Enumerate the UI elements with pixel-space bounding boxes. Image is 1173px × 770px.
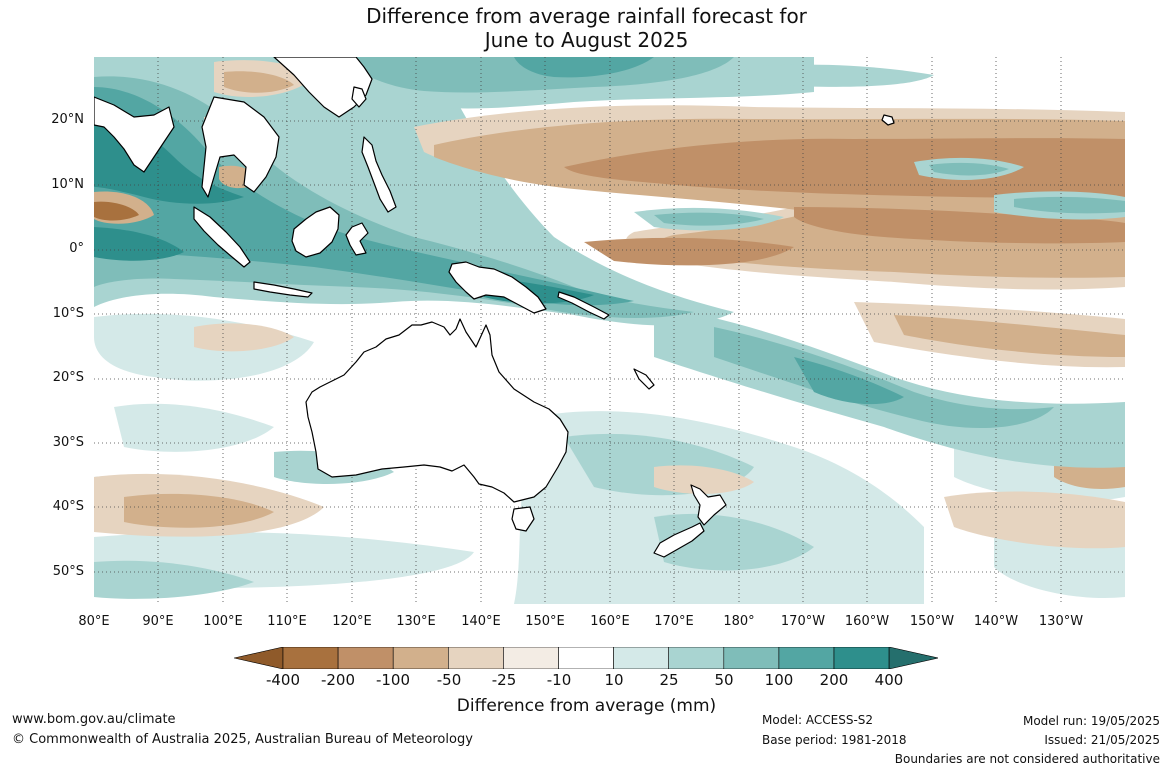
- lon-label-130w: 130°W: [1038, 614, 1084, 629]
- south-pacific-teal-band: [654, 307, 1125, 468]
- new-caledonia: [633, 368, 655, 390]
- lat-label-20n: 20°N: [51, 112, 84, 127]
- title-line-2: June to August 2025: [484, 28, 689, 52]
- colorbar-tick: -25: [491, 671, 517, 689]
- new-zealand-south: [653, 522, 705, 558]
- east-pacific-brown-band: [854, 302, 1125, 368]
- colorbar-tick: -10: [546, 671, 572, 689]
- hawaii: [881, 114, 895, 126]
- colorbar-segment: [778, 647, 835, 669]
- colorbar-segment: [503, 647, 559, 669]
- colorbar-extend-high: [888, 647, 938, 669]
- rainfall-map[interactable]: [94, 57, 1125, 604]
- colorbar-tick: -50: [436, 671, 462, 689]
- lat-label-10s: 10°S: [52, 306, 84, 321]
- colorbar-tick: -100: [375, 671, 411, 689]
- sulawesi: [345, 222, 369, 256]
- australia-landmass: [305, 318, 569, 503]
- new-guinea: [448, 261, 547, 314]
- colorbar: [234, 647, 938, 669]
- lon-label-170w: 170°W: [780, 614, 826, 629]
- lon-label-80e: 80°E: [78, 614, 110, 629]
- sumatra: [193, 206, 251, 268]
- borneo: [291, 206, 340, 258]
- rainfall-map-svg: [94, 57, 1125, 604]
- lon-label-140w: 140°W: [973, 614, 1019, 629]
- title-line-1: Difference from average rainfall forecas…: [366, 4, 807, 28]
- colorbar-tick: 50: [714, 671, 734, 689]
- nw-pacific-teal: [264, 57, 934, 109]
- lon-label-130e: 130°E: [396, 614, 436, 629]
- lon-label-180: 180°: [723, 614, 755, 629]
- lat-label-50s: 50°S: [52, 564, 84, 579]
- colorbar-segment: [448, 647, 504, 669]
- lon-label-100e: 100°E: [203, 614, 243, 629]
- colorbar-segment: [723, 647, 780, 669]
- colorbar-segment: [392, 647, 449, 669]
- lon-label-140e: 140°E: [461, 614, 501, 629]
- lat-label-0: 0°: [69, 241, 84, 256]
- map-title: Difference from average rainfall forecas…: [0, 4, 1173, 52]
- colorbar-tick: -400: [265, 671, 301, 689]
- philippines: [361, 136, 397, 213]
- lat-label-40s: 40°S: [52, 499, 84, 514]
- base-period-text: Base period: 1981-2018: [762, 733, 907, 747]
- colorbar-tick: 200: [819, 671, 849, 689]
- lat-label-30s: 30°S: [52, 435, 84, 450]
- disclaimer-text: Boundaries are not considered authoritat…: [894, 752, 1160, 766]
- colorbar-segments: [234, 647, 938, 669]
- java: [253, 281, 313, 298]
- colorbar-tick: 25: [659, 671, 679, 689]
- indochina: [201, 96, 280, 198]
- colorbar-segment: [613, 647, 670, 669]
- colorbar-extend-low: [234, 647, 284, 669]
- model-text: Model: ACCESS-S2: [762, 713, 874, 727]
- colorbar-segment: [337, 647, 394, 669]
- lon-label-160e: 160°E: [590, 614, 630, 629]
- lon-label-150w: 150°W: [909, 614, 955, 629]
- colorbar-title: Difference from average (mm): [456, 696, 717, 716]
- colorbar-segment: [833, 647, 890, 669]
- new-zealand-north: [690, 484, 727, 526]
- colorbar-tick: 400: [874, 671, 904, 689]
- lon-label-170e: 170°E: [654, 614, 694, 629]
- colorbar-segment: [282, 647, 339, 669]
- coastlines: [94, 57, 895, 558]
- tasmania: [511, 506, 535, 532]
- colorbar-tick: 100: [764, 671, 794, 689]
- lon-label-90e: 90°E: [142, 614, 174, 629]
- copyright-text: © Commonwealth of Australia 2025, Austra…: [12, 732, 473, 747]
- lat-label-10n: 10°N: [51, 177, 84, 192]
- lat-label-20s: 20°S: [52, 370, 84, 385]
- colorbar-tick: -200: [320, 671, 356, 689]
- china-coast: [273, 57, 373, 118]
- issued-text: Issued: 21/05/2025: [1044, 733, 1160, 747]
- colorbar-segment: [668, 647, 725, 669]
- lon-label-110e: 110°E: [267, 614, 307, 629]
- model-run-text: Model run: 19/05/2025: [1022, 714, 1160, 728]
- central-pacific-teal-pockets: [634, 157, 1125, 231]
- lon-label-160w: 160°W: [844, 614, 890, 629]
- colorbar-segment: [558, 647, 614, 669]
- lon-label-150e: 150°E: [525, 614, 565, 629]
- india-peninsula: [94, 96, 175, 173]
- solomon-islands: [557, 291, 610, 320]
- taiwan: [351, 86, 367, 108]
- colorbar-tick: 10: [604, 671, 624, 689]
- website-link[interactable]: www.bom.gov.au/climate: [12, 712, 176, 727]
- lon-label-120e: 120°E: [332, 614, 372, 629]
